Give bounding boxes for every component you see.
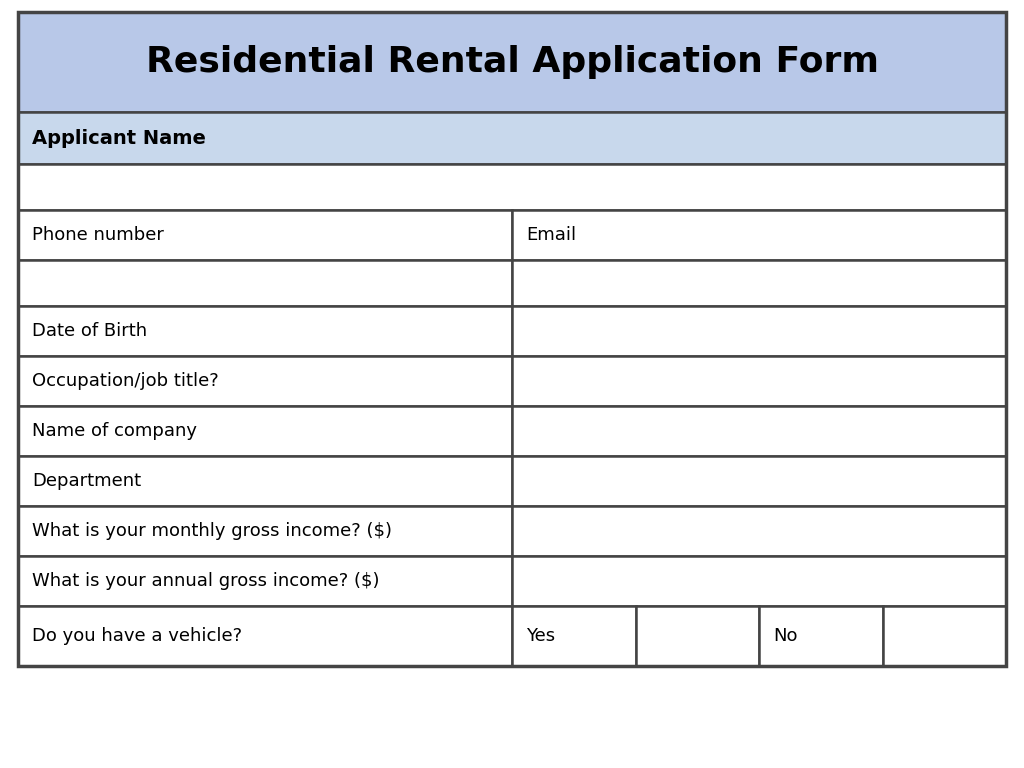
Bar bbox=[18, 164, 1006, 210]
Bar bbox=[883, 606, 1006, 666]
Bar bbox=[18, 112, 1006, 164]
Text: Occupation/job title?: Occupation/job title? bbox=[32, 372, 219, 390]
Text: Name of company: Name of company bbox=[32, 422, 197, 440]
Text: Residential Rental Application Form: Residential Rental Application Form bbox=[145, 45, 879, 79]
Bar bbox=[18, 606, 512, 666]
Bar bbox=[18, 556, 512, 606]
Bar bbox=[18, 456, 512, 506]
Bar bbox=[759, 606, 883, 666]
Text: No: No bbox=[773, 627, 798, 645]
Bar bbox=[18, 406, 512, 456]
Bar bbox=[512, 210, 1006, 260]
Bar bbox=[18, 12, 1006, 112]
Bar bbox=[512, 456, 1006, 506]
Bar bbox=[18, 210, 512, 260]
Text: Email: Email bbox=[526, 226, 577, 244]
Bar bbox=[512, 556, 1006, 606]
Text: Applicant Name: Applicant Name bbox=[32, 128, 206, 147]
Text: Phone number: Phone number bbox=[32, 226, 164, 244]
Text: Department: Department bbox=[32, 472, 141, 490]
Bar bbox=[512, 306, 1006, 356]
Text: Date of Birth: Date of Birth bbox=[32, 322, 147, 340]
Bar bbox=[18, 260, 512, 306]
Bar bbox=[18, 12, 1006, 666]
Bar bbox=[512, 356, 1006, 406]
Bar bbox=[512, 260, 1006, 306]
Bar bbox=[18, 306, 512, 356]
Text: What is your annual gross income? ($): What is your annual gross income? ($) bbox=[32, 572, 380, 590]
Bar bbox=[512, 406, 1006, 456]
Bar bbox=[18, 506, 512, 556]
Bar bbox=[18, 356, 512, 406]
Bar bbox=[512, 506, 1006, 556]
Text: Yes: Yes bbox=[526, 627, 555, 645]
Bar bbox=[636, 606, 759, 666]
Bar bbox=[512, 606, 636, 666]
Text: What is your monthly gross income? ($): What is your monthly gross income? ($) bbox=[32, 522, 392, 540]
Text: Do you have a vehicle?: Do you have a vehicle? bbox=[32, 627, 242, 645]
